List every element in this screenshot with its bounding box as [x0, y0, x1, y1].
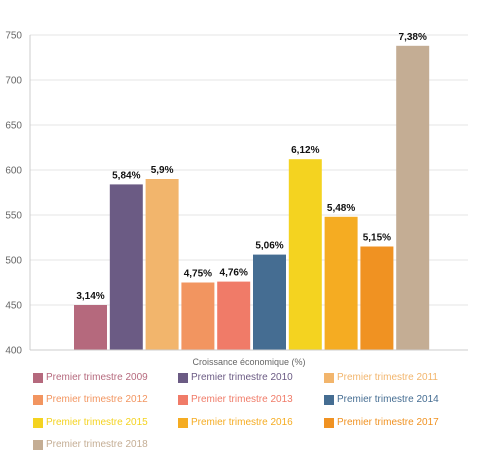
bar[interactable] [360, 246, 394, 351]
bars [74, 45, 430, 351]
legend-label: Premier trimestre 2013 [191, 394, 293, 405]
legend-swatch [33, 439, 43, 450]
data-label: 5,9% [151, 165, 174, 176]
y-axis-ticks: 400 450 500 550 600 650 700 750 [5, 31, 22, 357]
y-tick-label: 700 [5, 76, 22, 87]
gridlines [30, 34, 468, 306]
legend-label: Premier trimestre 2015 [46, 417, 148, 428]
bar[interactable] [396, 45, 430, 351]
y-tick-label: 450 [5, 301, 22, 312]
legend-swatch [33, 394, 43, 405]
y-tick-label: 600 [5, 166, 22, 177]
legend-label: Premier trimestre 2018 [46, 439, 148, 450]
legend-item[interactable]: Premier trimestre 2018 [33, 439, 148, 450]
data-label: 5,84% [112, 170, 140, 181]
legend-item[interactable]: Premier trimestre 2012 [33, 394, 148, 405]
legend-swatch [324, 372, 334, 383]
y-tick-label: 400 [5, 346, 22, 357]
data-label: 5,06% [255, 241, 283, 252]
legend-swatch [324, 417, 334, 428]
legend-item[interactable]: Premier trimestre 2014 [324, 394, 439, 405]
legend-swatch [178, 372, 188, 383]
legend-label: Premier trimestre 2011 [337, 372, 438, 383]
legend-swatch [178, 417, 188, 428]
legend-item[interactable]: Premier trimestre 2016 [178, 417, 293, 428]
legend-label: Premier trimestre 2012 [46, 394, 148, 405]
legend-swatch [33, 417, 43, 428]
legend-item[interactable]: Premier trimestre 2010 [178, 372, 293, 383]
legend-label: Premier trimestre 2017 [337, 417, 439, 428]
bar[interactable] [217, 281, 251, 350]
y-tick-label: 550 [5, 211, 22, 222]
data-label: 5,15% [363, 233, 391, 244]
y-tick-label: 500 [5, 256, 22, 267]
legend-swatch [178, 394, 188, 405]
legend-label: Premier trimestre 2009 [46, 372, 148, 383]
bar[interactable] [74, 305, 107, 350]
legend-label: Premier trimestre 2010 [191, 372, 293, 383]
data-label: 7,38% [399, 32, 427, 43]
legend-item[interactable]: Premier trimestre 2017 [324, 417, 439, 428]
bar[interactable] [253, 254, 286, 350]
legend-swatch [33, 372, 43, 383]
bar[interactable] [324, 216, 358, 350]
x-axis-title: Croissance économique (%) [192, 357, 305, 367]
legend-swatch [324, 394, 334, 405]
data-label: 6,12% [291, 145, 319, 156]
data-label: 4,76% [220, 268, 248, 279]
legend-item[interactable]: Premier trimestre 2015 [33, 417, 148, 428]
legend-item[interactable]: Premier trimestre 2011 [324, 372, 438, 383]
legend-item[interactable]: Premier trimestre 2009 [33, 372, 148, 383]
y-tick-label: 650 [5, 121, 22, 132]
bar[interactable] [181, 282, 215, 351]
legend-label: Premier trimestre 2014 [337, 394, 439, 405]
bar[interactable] [288, 159, 322, 350]
bar[interactable] [145, 179, 179, 350]
bar[interactable] [109, 184, 143, 350]
data-label: 4,75% [184, 269, 212, 280]
legend-item[interactable]: Premier trimestre 2013 [178, 394, 293, 405]
legend-label: Premier trimestre 2016 [191, 417, 293, 428]
data-label: 3,14% [76, 291, 104, 302]
data-label: 5,48% [327, 203, 355, 214]
y-tick-label: 750 [5, 31, 22, 42]
data-labels: 3,14% 5,84% 5,9% 4,75% 4,76% 5,06% 6,12% 5,48% 5… [76, 32, 427, 302]
bar-chart: 400 450 500 550 600 650 700 750 3,14% 5,84% 5,9% 4… [5, 31, 468, 367]
